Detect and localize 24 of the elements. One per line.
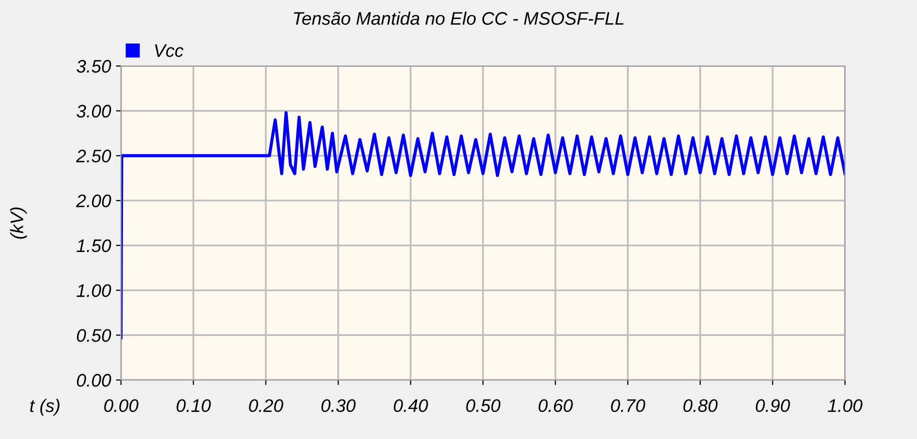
x-tick-label: 0.40 — [394, 399, 428, 412]
y-tick-label: 1.00 — [76, 284, 112, 298]
line-series — [121, 111, 845, 340]
y-tick-label: 0.50 — [76, 329, 112, 342]
y-tick-label: 1.50 — [76, 239, 112, 252]
legend-label: Vcc — [155, 44, 184, 58]
x-tick-label: 1.00 — [828, 399, 862, 412]
x-tick-label: 0.50 — [466, 399, 500, 412]
x-tick-label: 0.90 — [756, 399, 790, 412]
y-tick-label: 3.50 — [76, 60, 112, 73]
x-axis-title: t (s) — [30, 398, 60, 416]
y-axis-title: (kV) — [10, 208, 27, 239]
y-tick-label: 2.50 — [76, 150, 112, 162]
x-tick-label: 0.00 — [104, 399, 138, 412]
x-tick-label: 0.60 — [538, 399, 573, 412]
x-tick-label: 0.30 — [321, 399, 356, 412]
y-tick-label: 3.00 — [76, 104, 112, 118]
x-tick-label: 0.10 — [176, 399, 211, 412]
y-tick-label: 0.00 — [76, 374, 112, 387]
chart-title: Tensão Mantida no Elo CC - MSOSF-FLL — [294, 12, 624, 25]
y-tick-label: 2.00 — [76, 194, 112, 208]
x-tick-label: 0.80 — [683, 399, 718, 412]
x-tick-label: 0.70 — [611, 399, 646, 412]
x-tick-label: 0.20 — [249, 399, 284, 412]
